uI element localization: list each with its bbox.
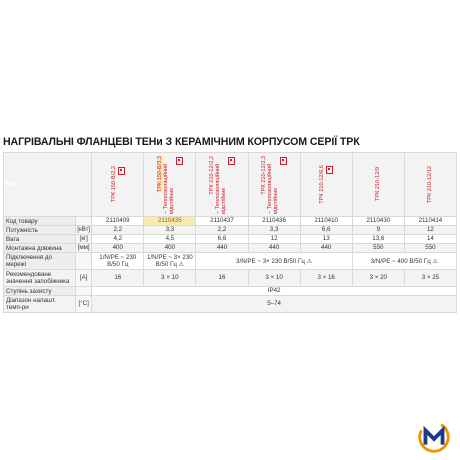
cell-highlighted: 2110435 xyxy=(143,216,197,226)
row-label: Діапазон налашт. темп-ри xyxy=(2,295,77,313)
row-label: Код товару xyxy=(2,216,77,226)
row-label: Вага xyxy=(2,234,77,244)
cell: 2110409 xyxy=(91,216,145,226)
heater-icon xyxy=(117,167,125,176)
row-protection: Ступінь захисту IP42 xyxy=(2,286,457,296)
cell: 13,6 xyxy=(351,234,405,244)
cell: 400 xyxy=(91,243,145,253)
row-unit xyxy=(75,216,93,226)
model-note: – Теплоізоляційний відстійник xyxy=(162,163,175,214)
cell: 3 × 16 xyxy=(299,269,353,287)
cell: 4,2 xyxy=(91,234,145,244)
row-label: Монтажна довжина xyxy=(2,243,77,253)
row-label: Потужність xyxy=(2,225,77,235)
cell: 9 xyxy=(351,225,405,235)
cell: 14 xyxy=(403,234,458,244)
model-col-5: ТРК 210-12/6,6 xyxy=(299,152,353,217)
cell: 3 × 25 xyxy=(403,269,458,287)
cell: 6,6 xyxy=(299,225,353,235)
row-unit: [кг] xyxy=(75,234,93,244)
row-weight: Вага [кг] 4,2 4,5 6,6 12 13 13,6 14 xyxy=(2,234,458,244)
row-unit: [мм] xyxy=(75,243,93,253)
spec-table: Тип ТРК 150-В/2,2 ТРК 150-В/3,3 – Теплоі… xyxy=(2,152,458,313)
cell: 2110437 xyxy=(195,216,249,226)
cell: 5–74 xyxy=(91,295,457,313)
cell: IP42 xyxy=(91,286,457,296)
row-unit: [A] xyxy=(75,269,93,287)
heater-icon xyxy=(326,166,334,175)
cell: 3 × 10 xyxy=(143,269,197,287)
cell: 2110414 xyxy=(403,216,458,226)
cell: 550 xyxy=(403,243,458,253)
type-header: Тип xyxy=(2,152,93,217)
model-col-4: ТРК 210-12/3,3 – Теплоізоляційний відсті… xyxy=(247,152,301,217)
row-unit: [°C] xyxy=(75,295,93,313)
cell: 440 xyxy=(195,243,249,253)
cell: 16 xyxy=(195,269,249,287)
cell: 3,3 xyxy=(247,225,301,235)
cell: 2,2 xyxy=(195,225,249,235)
heater-icon xyxy=(175,156,183,165)
cell: 2110410 xyxy=(299,216,353,226)
cell: 3 × 10 xyxy=(247,269,301,287)
header-row: Тип ТРК 150-В/2,2 ТРК 150-В/3,3 – Теплоі… xyxy=(2,152,458,217)
row-label: Підключення до мережі xyxy=(2,252,77,270)
heater-icon xyxy=(280,156,288,165)
row-unit xyxy=(75,286,93,296)
model-col-6: ТРК 210-12/9 xyxy=(351,152,405,217)
row-label: Рекомендоване значення запобіжника xyxy=(2,269,77,287)
row-unit xyxy=(75,252,93,270)
cell: 1/N/PE ~ 230 В/50 Гц xyxy=(91,252,145,270)
model-name: ТРК 210-12/6,6 xyxy=(319,165,326,204)
model-name: ТРК 210-12/12 xyxy=(427,165,434,204)
cell: 440 xyxy=(299,243,353,253)
row-power: Потужність [кВт] 2,2 3,3 2,2 3,3 6,6 9 1… xyxy=(2,225,458,235)
row-code: Код товару 2110409 2110435 2110437 21104… xyxy=(2,216,458,226)
model-col-1: ТРК 150-В/2,2 xyxy=(91,152,145,217)
cell: 4,5 xyxy=(143,234,197,244)
cell: 3/N/PE ~ 400 В/50 Гц ⚠ xyxy=(351,252,458,270)
model-note: – Теплоізоляційний відстійник xyxy=(267,163,280,214)
brand-logo xyxy=(418,421,450,453)
row-fuse: Рекомендоване значення запобіжника [A] 1… xyxy=(2,269,458,287)
cell: 400 xyxy=(143,243,197,253)
cell: 6,6 xyxy=(195,234,249,244)
cell: 16 xyxy=(91,269,145,287)
cell: 3,3 xyxy=(143,225,197,235)
model-name: ТРК 150-В/3,3 xyxy=(156,155,163,192)
model-name: ТРК 150-В/2,2 xyxy=(110,166,117,203)
cell: 2110430 xyxy=(351,216,405,226)
cell: 1/N/PE ~ 3× 230 В/50 Гц ⚠ xyxy=(143,252,197,270)
cell: 13 xyxy=(299,234,353,244)
cell: 550 xyxy=(351,243,405,253)
cell: 440 xyxy=(247,243,301,253)
row-temp: Діапазон налашт. темп-ри [°C] 5–74 xyxy=(2,295,457,313)
row-length: Монтажна довжина [мм] 400 400 440 440 44… xyxy=(2,243,458,253)
model-note: – Теплоізоляційний відстійник xyxy=(214,163,227,214)
cell: 2110436 xyxy=(247,216,301,226)
row-connection: Підключення до мережі 1/N/PE ~ 230 В/50 … xyxy=(2,252,458,270)
cell: 12 xyxy=(403,225,458,235)
model-name: ТРК 210-12/9 xyxy=(375,167,382,202)
cell: 3 × 20 xyxy=(351,269,405,287)
cell: 2,2 xyxy=(91,225,145,235)
cell: 3/N/PE ~ 3× 230 В/50 Гц ⚠ xyxy=(195,252,353,270)
row-label: Ступінь захисту xyxy=(2,286,77,296)
model-col-2: ТРК 150-В/3,3 – Теплоізоляційний відстій… xyxy=(143,152,197,217)
row-unit: [кВт] xyxy=(75,225,93,235)
cell: 12 xyxy=(247,234,301,244)
heater-icon xyxy=(227,156,235,165)
model-col-3: ТРК 210-12/2,2 – Теплоізоляційний відсті… xyxy=(195,152,249,217)
page-title: НАГРІВАЛЬНІ ФЛАНЦЕВІ ТЕНи З КЕРАМІЧНИМ К… xyxy=(3,136,360,148)
model-col-7: ТРК 210-12/12 xyxy=(403,152,458,217)
